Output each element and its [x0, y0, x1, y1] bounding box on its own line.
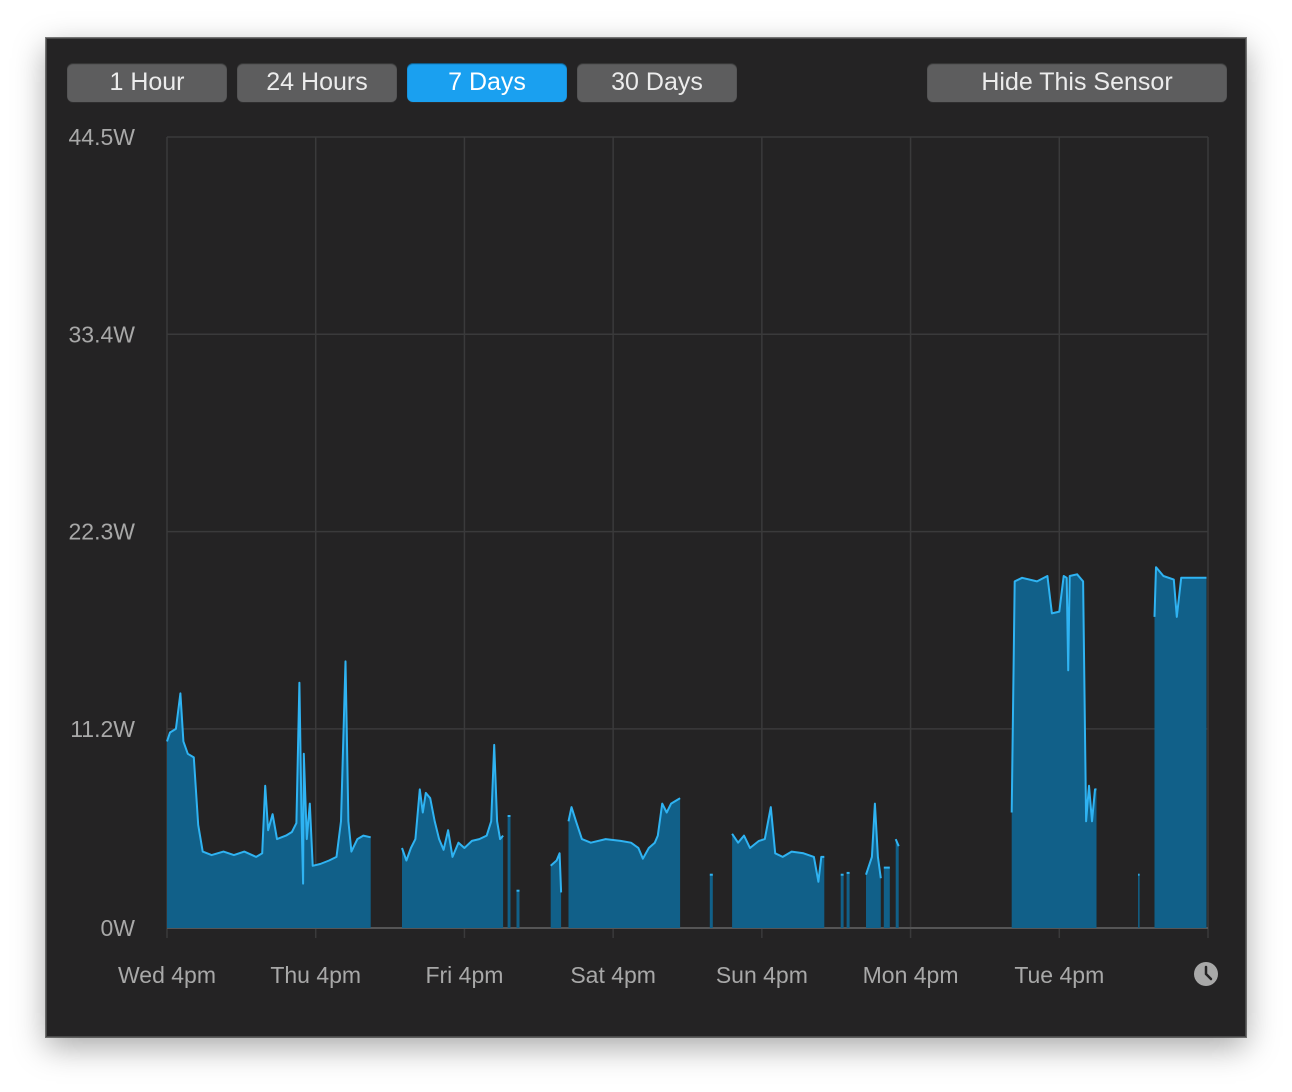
hide-sensor-button[interactable]: Hide This Sensor	[927, 63, 1227, 102]
line-segment	[865, 802, 882, 879]
line-segment	[1153, 566, 1207, 618]
area-segment	[568, 798, 681, 928]
area-segment	[1138, 874, 1140, 928]
x-tick-label: Fri 4pm	[425, 962, 503, 988]
area-segment	[846, 872, 850, 928]
y-tick-label: 33.4W	[69, 321, 136, 347]
line-segment	[894, 838, 900, 847]
line-segment	[550, 852, 563, 893]
area-segment	[895, 839, 899, 928]
y-tick-label: 0W	[101, 915, 136, 941]
x-tick-label: Sat 4pm	[570, 962, 656, 988]
range-1-hour-button[interactable]: 1 Hour	[67, 63, 227, 102]
line-segment	[166, 660, 371, 885]
range-24-hours-button[interactable]: 24 Hours	[237, 63, 397, 102]
area-segment	[883, 867, 890, 928]
area-segment	[516, 890, 520, 928]
x-tick-label: Tue 4pm	[1014, 962, 1104, 988]
clock-icon	[1194, 962, 1218, 986]
x-tick-label: Wed 4pm	[118, 962, 216, 988]
chart-window: 0W 11.2W 22.3W 33.4W 44.5W Wed 4pm Thu 4pm Fri …	[46, 38, 1246, 1037]
line-segment	[1010, 573, 1097, 823]
area-segment	[840, 874, 844, 928]
y-tick-label: 22.3W	[69, 519, 136, 545]
area-segment	[732, 807, 825, 928]
area-segment	[402, 744, 504, 928]
x-tick-label: Mon 4pm	[863, 962, 959, 988]
power-chart: 0W 11.2W 22.3W 33.4W 44.5W Wed 4pm Thu 4pm Fri …	[69, 124, 1218, 988]
area-segment	[550, 853, 562, 928]
area-segment	[1154, 567, 1207, 928]
y-tick-label: 44.5W	[69, 124, 136, 150]
x-tick-label: Sun 4pm	[716, 962, 808, 988]
range-30-days-button[interactable]: 30 Days	[577, 63, 737, 102]
x-tick-label: Thu 4pm	[270, 962, 361, 988]
area-segment	[167, 661, 371, 928]
y-tick-label: 11.2W	[70, 716, 135, 742]
line-segment	[731, 806, 825, 883]
area-segment	[507, 816, 511, 928]
range-7-days-button[interactable]: 7 Days	[407, 63, 567, 102]
area-segment	[1011, 574, 1097, 928]
line-segment	[567, 797, 681, 860]
area-segment	[709, 874, 713, 928]
line-segment	[401, 743, 504, 862]
area-segment	[866, 803, 881, 928]
